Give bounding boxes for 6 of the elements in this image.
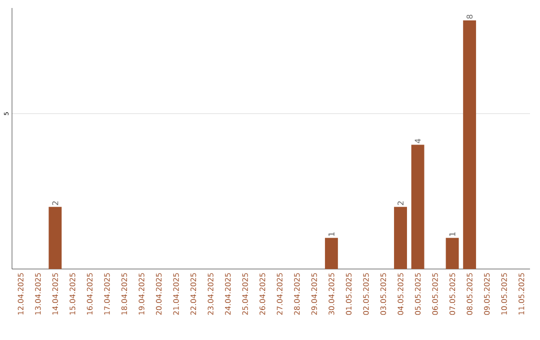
bar (411, 144, 424, 269)
bar (324, 238, 338, 269)
bar (48, 206, 62, 269)
bar (463, 20, 476, 269)
bar (446, 238, 459, 269)
bar (394, 206, 407, 269)
